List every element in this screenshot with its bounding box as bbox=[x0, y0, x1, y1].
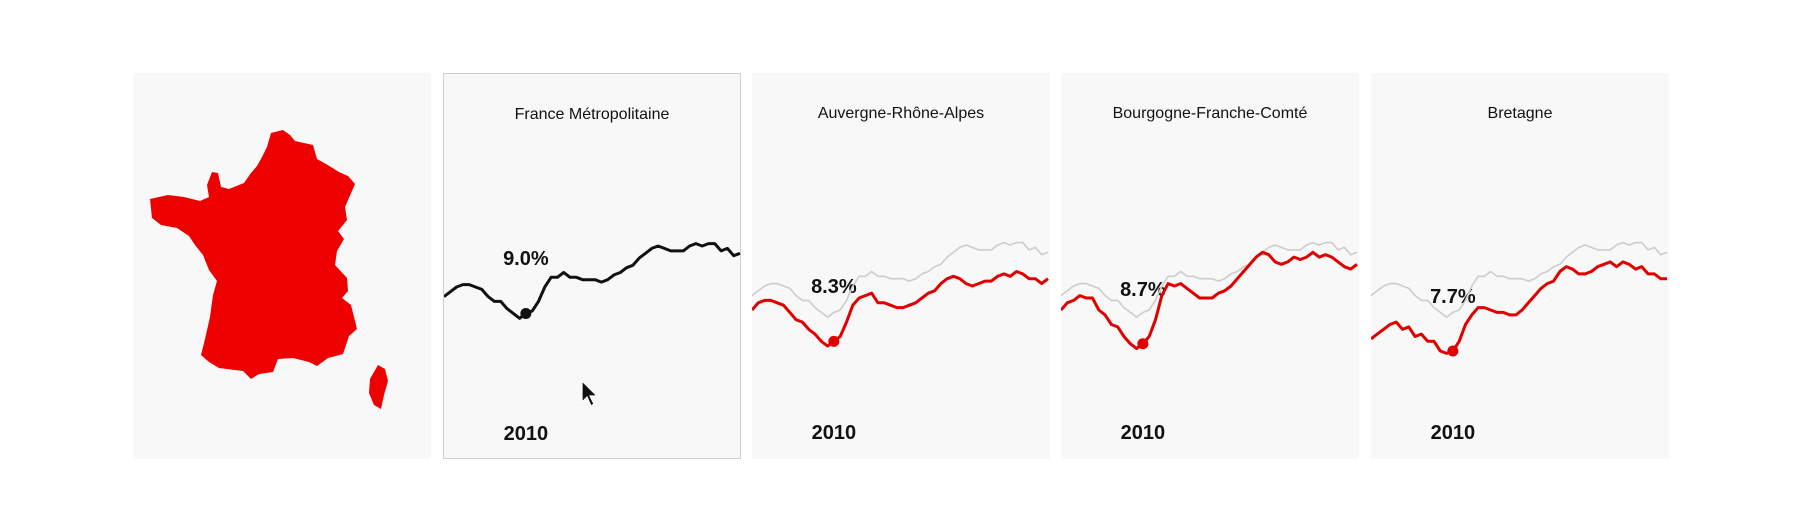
highlight-year: 2010 bbox=[503, 423, 549, 445]
chart-panel-auvergne[interactable]: Auvergne-Rhône-Alpes 8.3% 2010 bbox=[752, 73, 1050, 459]
line-chart[interactable] bbox=[752, 73, 1050, 459]
highlight-point[interactable] bbox=[828, 335, 840, 347]
highlight-year: 2010 bbox=[1430, 422, 1476, 444]
line-chart[interactable] bbox=[1371, 73, 1669, 459]
series-line bbox=[752, 270, 1049, 348]
map-panel[interactable] bbox=[133, 73, 431, 459]
line-chart[interactable] bbox=[444, 74, 742, 460]
france-map-icon[interactable] bbox=[133, 73, 431, 459]
panel-title: Bourgogne-Franche-Comté bbox=[1112, 105, 1308, 122]
chart-panel-france[interactable]: France Métropolitaine 9.0% 2010 bbox=[443, 73, 741, 459]
reference-series-line bbox=[1371, 241, 1668, 319]
panel-title: Bretagne bbox=[1487, 105, 1553, 122]
highlight-year: 2010 bbox=[811, 422, 857, 444]
reference-series-line bbox=[1061, 241, 1358, 319]
highlight-point[interactable] bbox=[1137, 338, 1149, 350]
series-line bbox=[1061, 250, 1358, 351]
chart-panel-bretagne[interactable]: Bretagne 7.7% 2010 bbox=[1371, 73, 1669, 459]
panel-title: Auvergne-Rhône-Alpes bbox=[817, 105, 985, 122]
highlight-value: 8.3% bbox=[811, 276, 857, 299]
highlight-point[interactable] bbox=[1447, 345, 1459, 357]
highlight-value: 9.0% bbox=[503, 248, 549, 271]
reference-series-line bbox=[752, 241, 1049, 319]
line-chart[interactable] bbox=[1061, 73, 1359, 459]
series-line bbox=[1371, 260, 1667, 355]
highlight-value: 8.7% bbox=[1120, 278, 1166, 301]
series-line bbox=[444, 242, 741, 320]
highlight-year: 2010 bbox=[1120, 422, 1166, 444]
highlight-point[interactable] bbox=[520, 307, 532, 319]
chart-panel-bourgogne[interactable]: Bourgogne-Franche-Comté 8.7% 2010 bbox=[1061, 73, 1359, 459]
mouse-cursor-icon bbox=[581, 380, 599, 407]
panel-title: France Métropolitaine bbox=[514, 106, 670, 123]
